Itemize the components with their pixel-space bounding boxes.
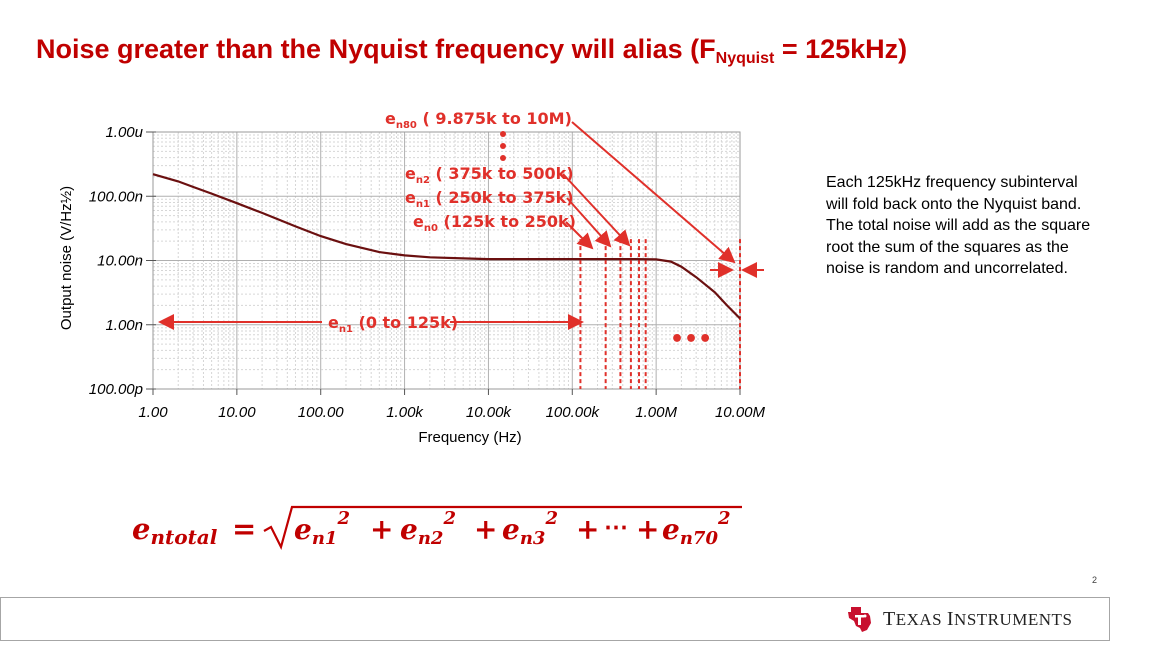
noise-chart: 1.00 10.00 100.00 1.00k 10.00k 100.00k 1.00M 10… [58, 109, 766, 446]
chart-grid [152, 132, 740, 390]
x-tick-label: 10.00 [218, 404, 256, 421]
svg-text:entotal: entotal [132, 512, 218, 549]
y-tick-label: 10.00n [97, 253, 143, 270]
total-noise-formula: entotal = en12 + en22 + en32 + ⋯ + en702 [132, 505, 742, 551]
svg-text:+: + [474, 513, 497, 546]
footer-bar [0, 597, 1110, 641]
y-tick-label: 1.00u [105, 124, 143, 141]
svg-text:en1 (0 to 125k): en1 (0 to 125k) [328, 313, 458, 335]
x-tick-label: 10.00M [715, 404, 766, 421]
annotation-en2: en2 ( 375k to 500k) [405, 164, 574, 186]
noise-curve-line [152, 173, 741, 320]
explanation-line: The total noise will add as the square [826, 217, 1091, 234]
explanation-line: root the sum of the squares as the [826, 238, 1069, 256]
svg-text:+: + [636, 513, 659, 546]
svg-text:en0 (125k to 250k): en0 (125k to 250k) [413, 212, 576, 234]
arrow-en80 [571, 121, 736, 264]
company-logo: TEXAS INSTRUMENTS [845, 604, 1085, 634]
annotation-en0: en0 (125k to 250k) [413, 212, 576, 234]
arrow-en0 [565, 221, 594, 250]
svg-text:en702: en702 [662, 508, 731, 549]
vertical-dots [500, 131, 506, 161]
svg-text:en80 ( 9.875k to 10M): en80 ( 9.875k to 10M) [385, 109, 572, 131]
ti-state-icon [848, 607, 871, 632]
y-tick-label: 1.00n [105, 317, 143, 334]
x-tick-label: 1.00 [138, 404, 168, 421]
explanation-line: noise is random and uncorrelated. [826, 260, 1068, 277]
x-tick-label: 10.00k [466, 404, 513, 421]
title-main: Noise greater than the Nyquist frequency… [36, 34, 716, 64]
svg-text:⋯: ⋯ [604, 512, 628, 541]
band-edge-lines [579, 239, 741, 389]
x-tick-label: 100.00k [546, 404, 601, 421]
arrow-en2 [562, 173, 631, 247]
axis-ticks: 1.00 10.00 100.00 1.00k 10.00k 100.00k 1.00M 10… [89, 124, 766, 421]
annotation-en80: en80 ( 9.875k to 10M) [385, 109, 572, 131]
company-name: TEXAS INSTRUMENTS [883, 608, 1073, 630]
page-number: 2 [1092, 575, 1098, 585]
explanation-line: will fold back onto the Nyquist band. [826, 195, 1082, 213]
y-tick-label: 100.00n [89, 188, 143, 205]
explanation-line: Each 125kHz frequency subinterval [826, 174, 1078, 191]
sqrt-sign [263, 505, 742, 551]
y-tick-label: 100.00p [89, 381, 143, 398]
svg-text:en32: en32 [502, 508, 558, 549]
explanation-text: Each 125kHz frequency subinterval will f… [826, 172, 1136, 280]
x-tick-label: 1.00M [635, 404, 677, 421]
annotation-en1-upper: en1 ( 250k to 375k) [405, 188, 574, 210]
x-tick-label: 100.00 [298, 404, 345, 421]
x-tick-label: 1.00k [386, 404, 424, 421]
svg-text:en22: en22 [400, 508, 456, 549]
arrow-en1-upper [566, 197, 612, 248]
svg-text:+: + [370, 513, 393, 546]
horizontal-dots: ••• [670, 327, 712, 352]
slide-title: Noise greater than the Nyquist frequency… [36, 34, 907, 68]
svg-text:en12: en12 [294, 508, 350, 549]
svg-text:=: = [232, 512, 256, 546]
svg-text:en1 ( 250k to 375k): en1 ( 250k to 375k) [405, 188, 574, 210]
title-tail: = 125kHz) [774, 34, 908, 64]
title-subscript: Nyquist [715, 50, 775, 67]
x-axis-label: Frequency (Hz) [418, 429, 521, 446]
svg-text:en2 ( 375k to 500k): en2 ( 375k to 500k) [405, 164, 574, 186]
y-axis-label: Output noise (V/Hz½) [58, 186, 75, 330]
annotation-en1-base: en1 (0 to 125k) [328, 313, 458, 335]
svg-text:+: + [576, 513, 599, 546]
annotation-arrows [158, 121, 764, 330]
